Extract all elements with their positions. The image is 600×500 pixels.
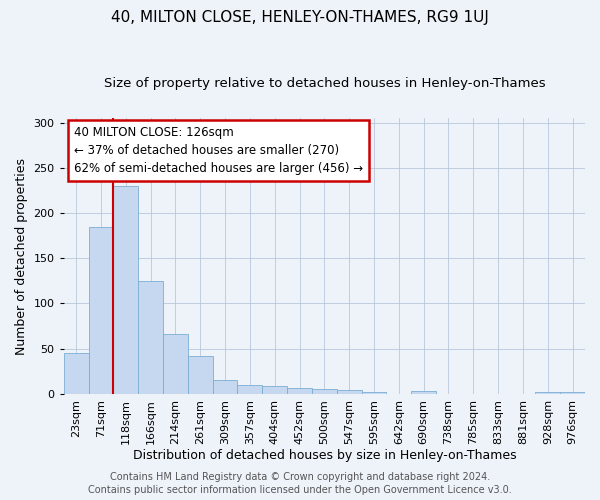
Bar: [560, 392, 585, 394]
Bar: [337, 390, 362, 394]
Bar: [138, 281, 163, 394]
Bar: [89, 226, 113, 394]
Bar: [535, 392, 560, 394]
Y-axis label: Number of detached properties: Number of detached properties: [15, 158, 28, 354]
Bar: [188, 356, 212, 394]
Text: Contains HM Land Registry data © Crown copyright and database right 2024.
Contai: Contains HM Land Registry data © Crown c…: [88, 472, 512, 495]
Bar: [262, 386, 287, 394]
Bar: [287, 388, 312, 394]
Text: 40 MILTON CLOSE: 126sqm
← 37% of detached houses are smaller (270)
62% of semi-d: 40 MILTON CLOSE: 126sqm ← 37% of detache…: [74, 126, 363, 176]
Bar: [64, 354, 89, 394]
Bar: [113, 186, 138, 394]
Bar: [411, 391, 436, 394]
Title: Size of property relative to detached houses in Henley-on-Thames: Size of property relative to detached ho…: [104, 78, 545, 90]
Bar: [163, 334, 188, 394]
X-axis label: Distribution of detached houses by size in Henley-on-Thames: Distribution of detached houses by size …: [133, 450, 516, 462]
Text: 40, MILTON CLOSE, HENLEY-ON-THAMES, RG9 1UJ: 40, MILTON CLOSE, HENLEY-ON-THAMES, RG9 …: [111, 10, 489, 25]
Bar: [212, 380, 238, 394]
Bar: [362, 392, 386, 394]
Bar: [312, 390, 337, 394]
Bar: [238, 385, 262, 394]
